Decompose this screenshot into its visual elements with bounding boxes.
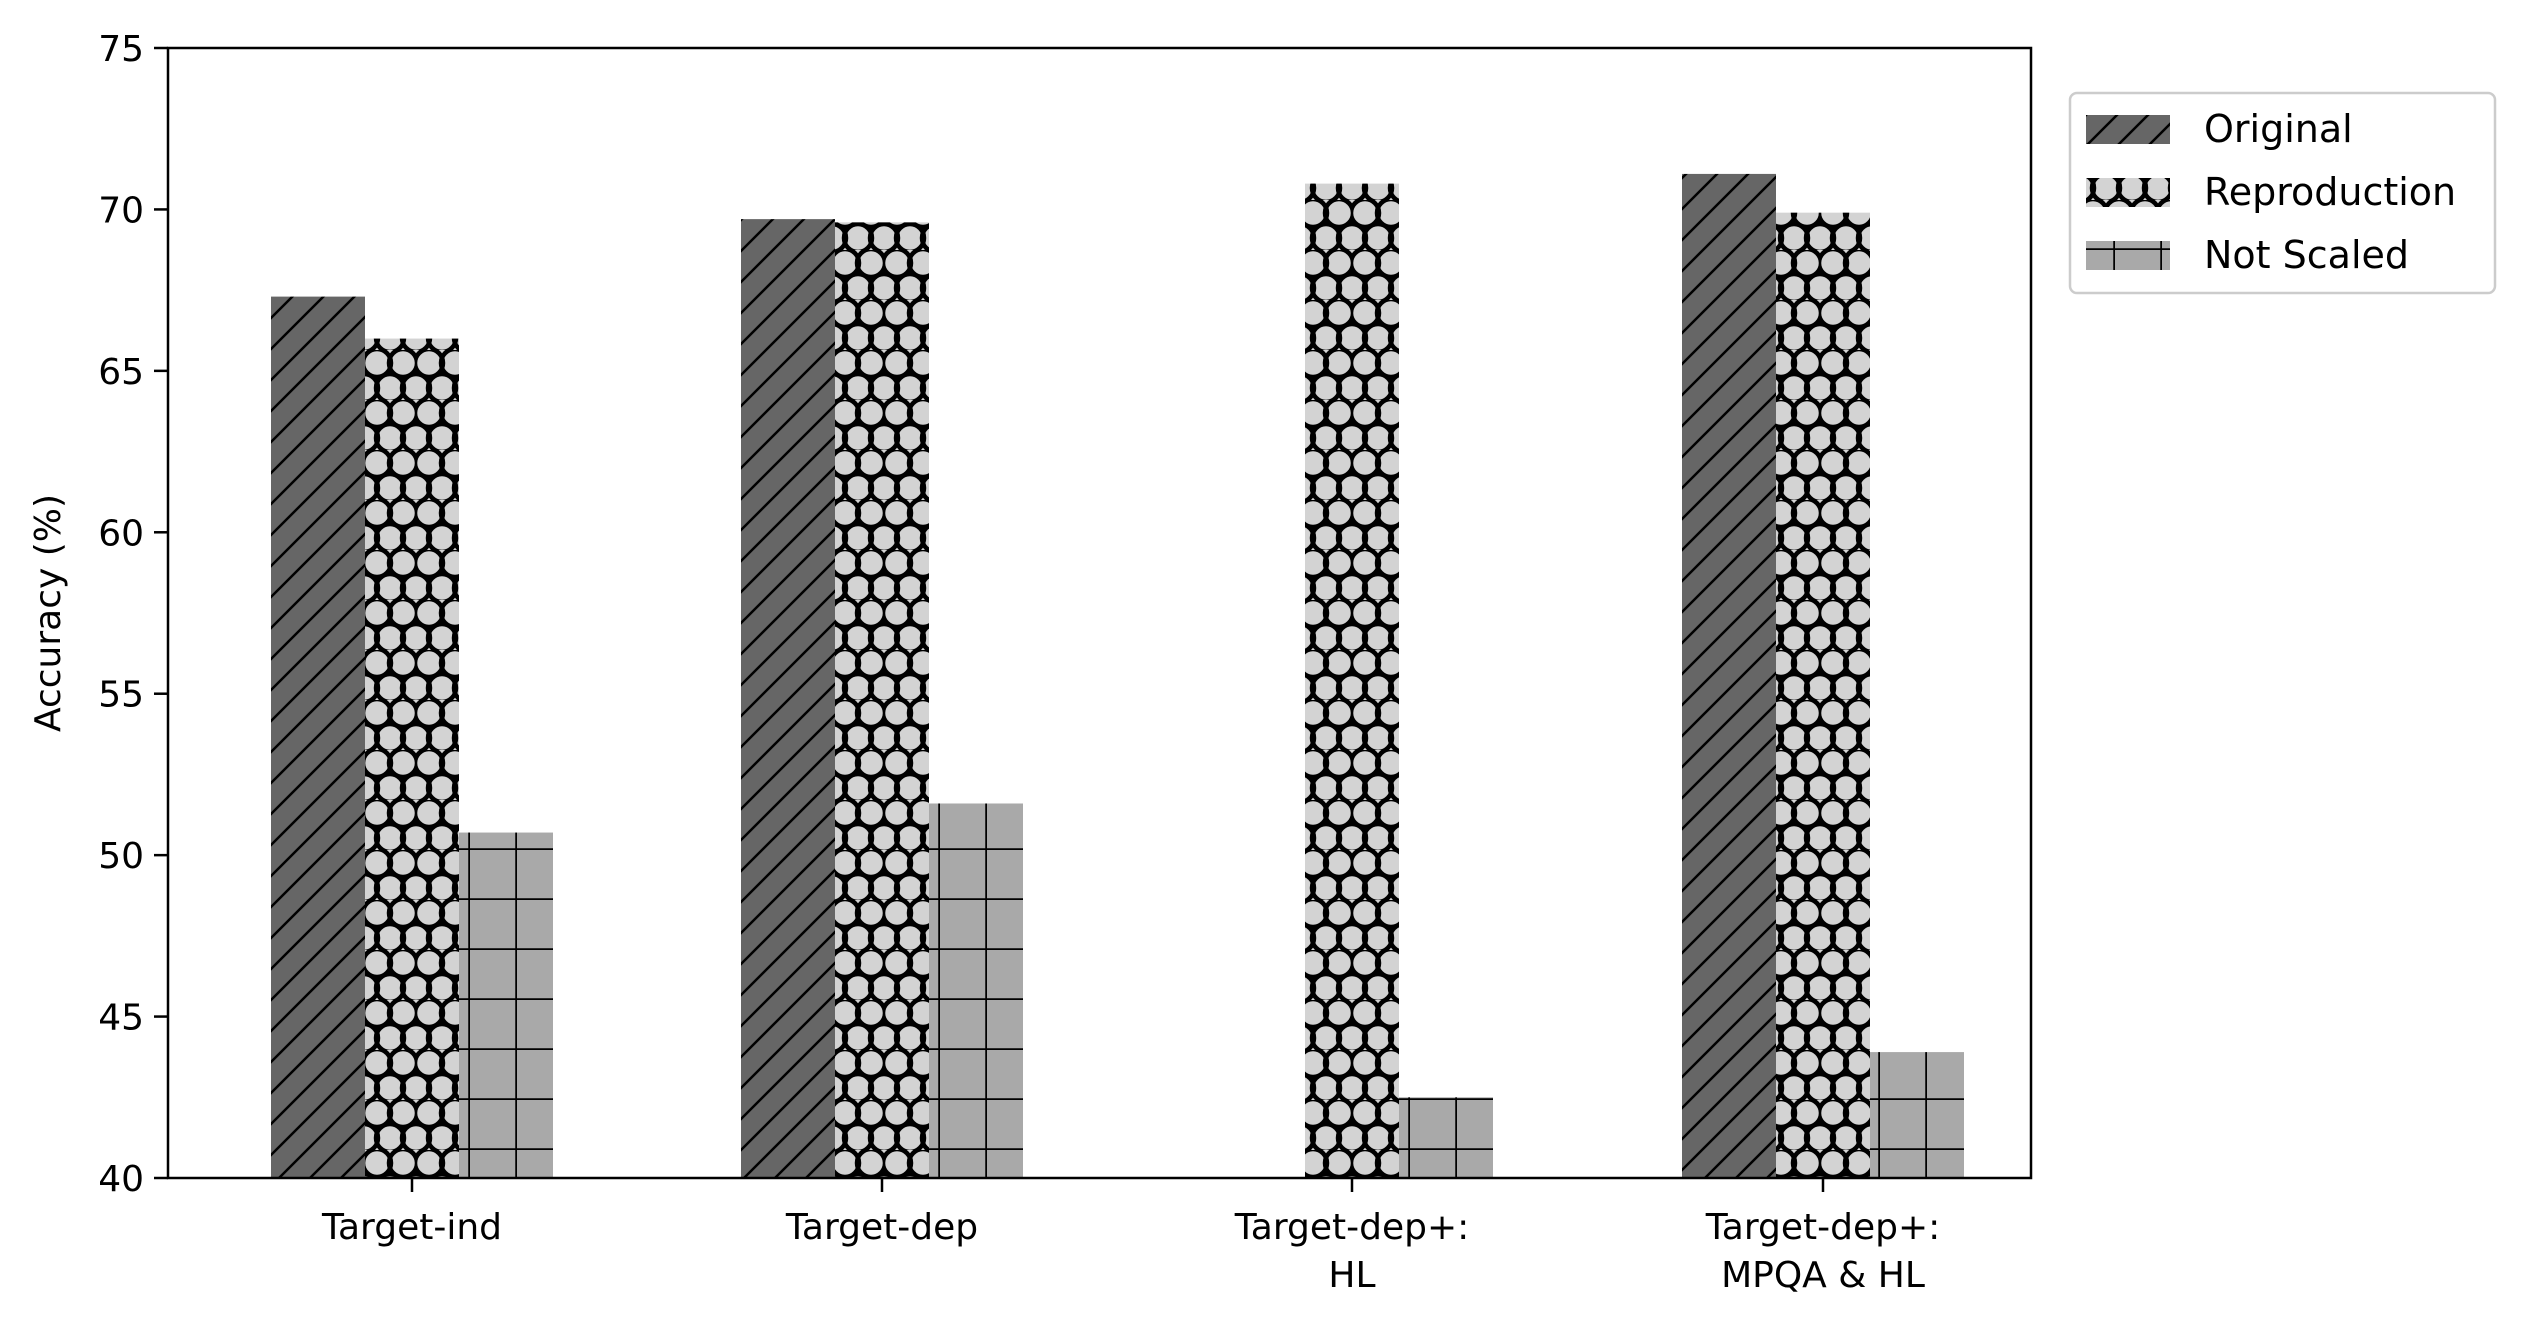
bar-reproduction-1 <box>365 338 459 1179</box>
bars-layer <box>271 173 1964 1179</box>
y-tick-label: 65 <box>98 352 144 393</box>
legend-label: Original <box>2204 107 2353 151</box>
x-tick-label: Target-dep <box>785 1207 978 1248</box>
x-tick-label: MPQA & HL <box>1721 1255 1925 1296</box>
legend-frame <box>2068 91 2497 295</box>
y-tick-label: 55 <box>98 675 144 716</box>
legend-label: Reproduction <box>2204 170 2456 214</box>
x-tick-label: HL <box>1328 1255 1375 1296</box>
y-tick-label: 50 <box>98 836 144 877</box>
legend-swatch <box>2086 241 2170 270</box>
y-tick-label: 75 <box>98 29 144 70</box>
y-axis-label: Accuracy (%) <box>28 494 69 732</box>
bar-not-scaled-4 <box>1870 1052 1964 1178</box>
bar-original-2 <box>741 219 835 1179</box>
x-tick-label: Target-ind <box>321 1207 502 1248</box>
legend-item-original: Original <box>2086 107 2353 151</box>
x-axis: Target-ind Target-dep Target-dep+: HL Target… <box>321 1178 1940 1296</box>
legend-label: Not Scaled <box>2204 233 2409 277</box>
bar-reproduction-3 <box>1305 183 1399 1179</box>
bar-original-4 <box>1682 173 1776 1178</box>
y-tick-label: 70 <box>98 190 144 231</box>
y-axis: 40 45 50 55 60 65 70 75 <box>98 29 168 1200</box>
x-tick-label: Target-dep+: <box>1234 1207 1470 1248</box>
bar-not-scaled-2 <box>929 803 1023 1178</box>
y-tick-label: 40 <box>98 1159 144 1200</box>
bar-not-scaled-1 <box>459 832 553 1178</box>
y-tick-label: 45 <box>98 998 144 1039</box>
legend: Original Reproduction Not Scaled <box>2068 91 2497 295</box>
legend-swatch <box>2086 115 2170 144</box>
legend-swatch <box>2086 178 2170 207</box>
legend-item-not-scaled: Not Scaled <box>2086 233 2409 277</box>
bar-reproduction-2 <box>835 222 929 1179</box>
legend-item-reproduction: Reproduction <box>2086 170 2456 214</box>
bar-original-1 <box>271 296 365 1179</box>
y-tick-label: 60 <box>98 513 144 554</box>
plot-area-frame <box>166 46 2033 1180</box>
x-tick-label: Target-dep+: <box>1705 1207 1941 1248</box>
bar-reproduction-4 <box>1776 212 1870 1178</box>
bar-not-scaled-3 <box>1399 1097 1493 1178</box>
